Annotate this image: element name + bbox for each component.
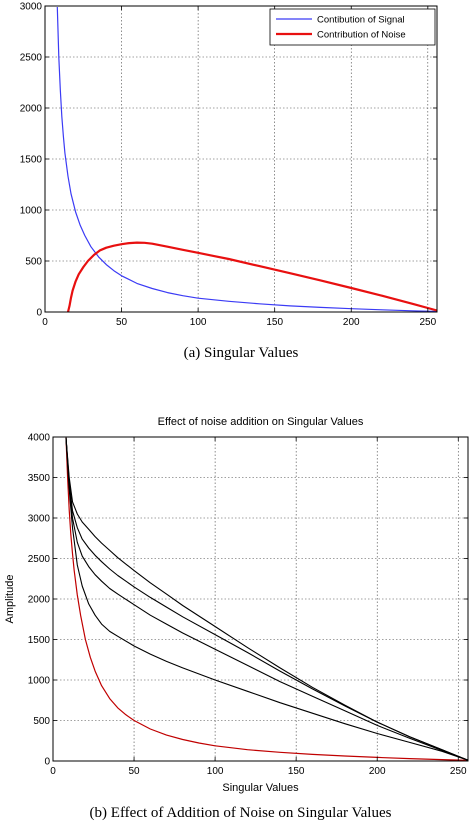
series-line-3 — [65, 437, 469, 761]
gridlines — [53, 437, 468, 761]
y-tick-label: 0 — [36, 308, 42, 319]
y-tick-label: 2500 — [20, 53, 43, 64]
legend-label-2: Contribution of Noise — [317, 30, 406, 41]
y-tick-label: 1000 — [28, 676, 51, 687]
series-line-1 — [56, 6, 438, 313]
y-tick-label: 2000 — [28, 595, 51, 606]
x-tick-label: 0 — [42, 317, 48, 328]
y-tick-label: 1000 — [20, 206, 43, 217]
y-tick-label: 0 — [44, 757, 50, 768]
y-tick-label: 2000 — [20, 104, 43, 115]
x-tick-label: 150 — [266, 317, 283, 328]
x-tick-label: 250 — [450, 766, 467, 777]
y-tick-label: 3500 — [28, 473, 51, 484]
y-tick-label: 2500 — [28, 554, 51, 565]
y-tick-label: 3000 — [28, 514, 51, 525]
figure-caption: (b) Effect of Addition of Noise on Singu… — [90, 805, 392, 821]
y-axis-label: Amplitude — [4, 575, 16, 624]
figure-caption: (a) Singular Values — [184, 345, 299, 361]
y-tick-label: 1500 — [28, 635, 51, 646]
legend-box — [269, 8, 436, 46]
series-line-5 — [65, 437, 469, 761]
series-line-1 — [65, 437, 469, 761]
series-line-2 — [66, 241, 438, 313]
legend: Contibution of Signal Contribution of Noi… — [269, 8, 436, 46]
chart-2: 0 50 100 150 200 2500500100015002000250030003… — [4, 416, 469, 821]
x-tick-label: 100 — [190, 317, 207, 328]
chart-title: Effect of noise addition on Singular Val… — [158, 416, 364, 428]
x-tick-label: 200 — [369, 766, 386, 777]
x-tick-label: 100 — [207, 766, 224, 777]
y-tick-label: 500 — [25, 257, 42, 268]
x-axis-label: Singular Values — [222, 782, 299, 794]
series-line-2 — [65, 437, 469, 761]
x-tick-label: 200 — [343, 317, 360, 328]
chart-1: 0 50 100 150 200 250050010001500200025003000C… — [20, 2, 438, 361]
x-tick-label: 150 — [288, 766, 305, 777]
x-tick-label: 0 — [50, 766, 56, 777]
x-tick-label: 50 — [116, 317, 128, 328]
y-tick-label: 1500 — [20, 155, 43, 166]
y-tick-label: 500 — [33, 716, 50, 727]
x-tick-label: 250 — [419, 317, 436, 328]
legend-label-1: Contibution of Signal — [317, 15, 405, 26]
y-tick-label: 4000 — [28, 433, 51, 444]
x-tick-label: 50 — [128, 766, 140, 777]
y-tick-label: 3000 — [20, 2, 43, 13]
